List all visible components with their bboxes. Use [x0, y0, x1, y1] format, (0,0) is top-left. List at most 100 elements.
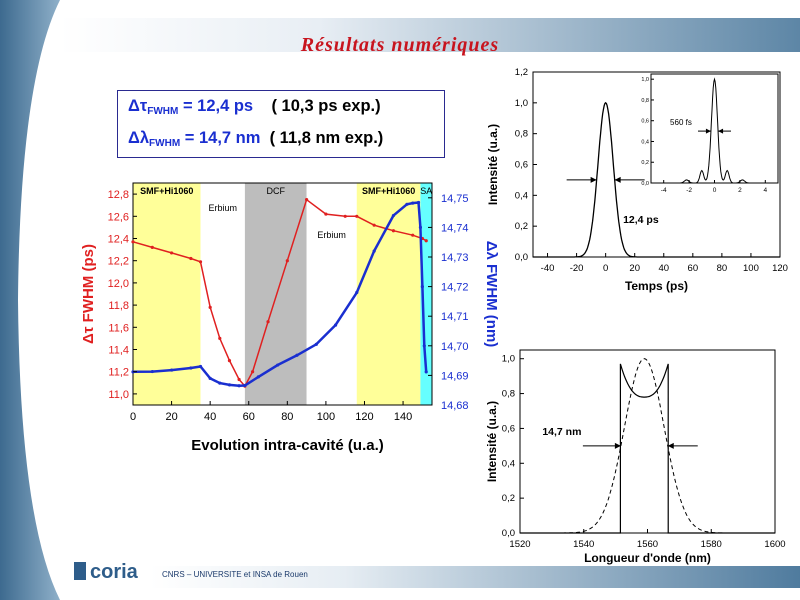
time-x-axis-label: Temps (ps) [625, 279, 688, 293]
inset-y-tick-label: 0,2 [641, 160, 649, 166]
region-2 [244, 183, 307, 405]
spec-x-tick-label: 1580 [701, 539, 722, 550]
data-point-right [227, 383, 232, 387]
y-left-tick-label: 12,8 [108, 189, 129, 201]
data-point-right [208, 376, 212, 380]
spec-fwhm-annotation: 14,7 nm [542, 426, 581, 438]
data-point-right [416, 200, 421, 205]
tau-symbol: Δτ [128, 97, 148, 115]
y-left-tick-label: 11,2 [108, 367, 129, 379]
bottom-banner [150, 566, 800, 588]
inset-fwhm-arrowhead-left [705, 128, 711, 134]
data-point-left [266, 320, 270, 324]
data-point-left [198, 260, 203, 264]
data-point-left [411, 233, 415, 237]
spec-x-tick-label: 1540 [573, 539, 594, 550]
data-point-left [237, 377, 241, 382]
region-label-4: SMF+Hi1060 [362, 186, 415, 196]
y-right-tick-label: 14,70 [441, 341, 469, 353]
region-label-5: SA [420, 186, 432, 196]
footer-text: CNRS – UNIVERSITE et INSA de Rouen [162, 570, 308, 579]
inset-y-tick-label: 0,6 [641, 119, 649, 125]
spec-solid-line [520, 363, 775, 534]
top-banner [60, 18, 800, 52]
data-point-right [237, 384, 241, 388]
data-point-right [418, 225, 423, 229]
y-left-tick-label: 12,0 [108, 278, 129, 290]
inset-y-tick-label: 0,0 [641, 181, 649, 187]
spec-x-tick-label: 1560 [637, 539, 658, 550]
time-x-tick-label: 60 [688, 263, 699, 274]
time-y-tick-label: 0,2 [515, 221, 528, 232]
series-line-left [132, 198, 427, 388]
data-point-left [372, 223, 376, 227]
spec-y-tick-label: 1,0 [502, 354, 515, 365]
spec-x-tick-label: 1520 [509, 539, 530, 550]
data-point-right [295, 353, 299, 357]
data-point-left [251, 370, 255, 374]
data-point-right [150, 369, 154, 374]
data-point-left [208, 305, 212, 309]
data-point-left [285, 259, 289, 263]
x-tick-label: 0 [130, 411, 136, 423]
spec-y-tick-label: 0,2 [502, 493, 515, 504]
time-x-tick-label: 120 [772, 263, 788, 274]
y-right-tick-label: 14,68 [441, 400, 469, 412]
tau-experimental: ( 10,3 ps exp.) [271, 97, 381, 115]
inset-y-tick-label: 0,8 [641, 98, 649, 104]
slide-title: Résultats numériques [300, 34, 500, 56]
time-y-axis-label: Intensité (u.a.) [486, 124, 500, 205]
time-x-tick-label: -20 [570, 263, 584, 274]
data-point-left [189, 256, 193, 261]
tau-result-line: ΔτFWHM = 12,4 ps ( 10,3 ps exp.) [128, 97, 381, 117]
time-fwhm-arrowhead-left [590, 176, 597, 183]
inset-x-tick-label: 0 [713, 187, 717, 194]
time-y-tick-label: 0,6 [515, 160, 528, 171]
y-right-tick-label: 14,74 [441, 222, 469, 234]
spec-y-tick-label: 0,4 [502, 458, 515, 469]
data-point-left [131, 240, 135, 244]
x-tick-label: 80 [281, 411, 293, 423]
spec-plot-frame [519, 349, 776, 534]
y-left-tick-label: 12,6 [108, 211, 129, 223]
left-curve-band [0, 0, 60, 600]
time-y-tick-label: 1,0 [515, 98, 528, 109]
region-label-1: Erbium [208, 203, 237, 213]
x-tick-label: 60 [243, 411, 255, 423]
data-point-left [424, 239, 428, 243]
inset-y-tick-label: 1,0 [641, 77, 649, 83]
inset-y-tick-label: 0,4 [641, 139, 649, 145]
spec-y-tick-label: 0,6 [502, 423, 515, 434]
inset-frame [650, 73, 779, 184]
y-right-tick-label: 14,73 [441, 252, 469, 264]
data-point-right [169, 368, 174, 372]
inset-x-tick-label: -4 [661, 187, 667, 194]
x-tick-label: 100 [317, 411, 335, 423]
time-fwhm-annotation: 12,4 ps [623, 214, 659, 226]
data-point-right [314, 342, 318, 346]
data-point-right [420, 285, 424, 289]
time-fwhm-arrowhead-right [614, 176, 621, 183]
inset-fwhm-arrowhead-right [718, 128, 724, 134]
data-point-right [405, 202, 409, 206]
data-point-left [227, 359, 232, 363]
inset-fwhm-annotation: 560 fs [670, 118, 692, 127]
time-x-tick-label: 0 [603, 263, 608, 274]
time-x-tick-label: 20 [629, 263, 640, 274]
inset-x-tick-label: -2 [686, 187, 692, 194]
data-point-right [411, 201, 415, 205]
x-tick-label: 120 [355, 411, 373, 423]
data-point-right [218, 381, 222, 385]
data-point-left [218, 336, 222, 340]
data-point-right [198, 364, 203, 369]
spec-fwhm-arrowhead-right [667, 442, 674, 449]
data-point-left [305, 198, 309, 202]
inset-x-tick-label: 4 [763, 187, 767, 194]
spec-dashed-line [520, 358, 775, 534]
data-point-right [243, 383, 247, 388]
time-x-tick-label: -40 [541, 263, 555, 274]
data-point-left [150, 245, 154, 249]
